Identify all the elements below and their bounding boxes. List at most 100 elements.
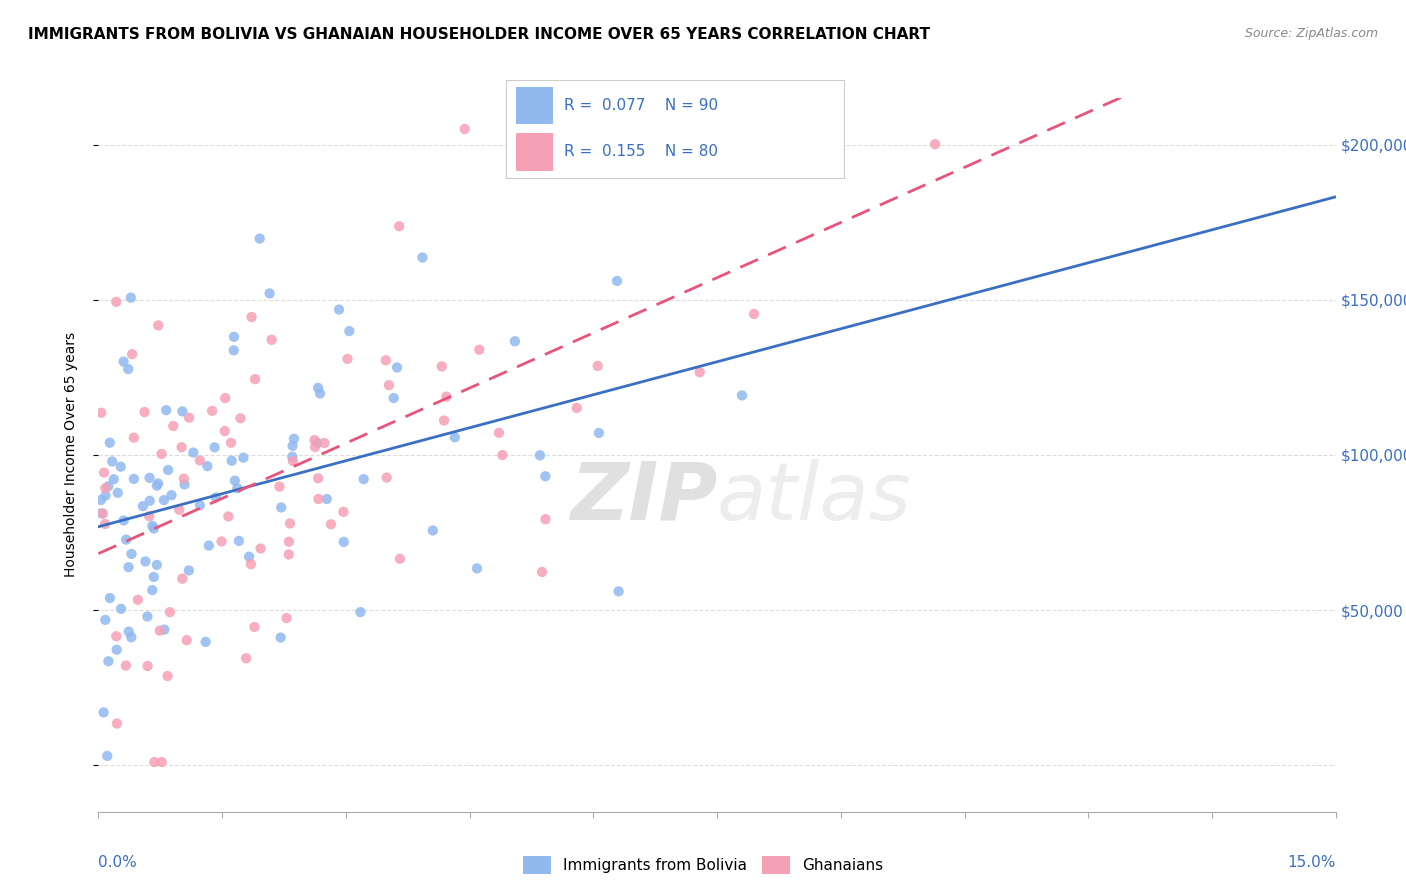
Point — [146, 476, 169, 491]
Text: R =  0.077    N = 90: R = 0.077 N = 90 — [564, 98, 717, 113]
Point — [204, 440, 226, 454]
Point — [606, 274, 628, 288]
Point — [103, 472, 125, 486]
Point — [332, 535, 354, 549]
Point — [349, 605, 371, 619]
Point — [270, 631, 292, 645]
Point — [141, 518, 163, 533]
Point — [176, 633, 198, 648]
Point — [93, 466, 115, 480]
Point — [588, 425, 610, 440]
Point — [240, 310, 263, 324]
Point — [465, 561, 488, 575]
Point — [142, 521, 165, 535]
Point — [114, 658, 136, 673]
Point — [337, 324, 360, 338]
Point — [156, 669, 179, 683]
Point — [134, 554, 156, 568]
Point — [198, 539, 221, 553]
Point — [259, 286, 281, 301]
Point — [332, 505, 354, 519]
Y-axis label: Householder Income Over 65 years: Householder Income Over 65 years — [63, 333, 77, 577]
Point — [269, 480, 291, 494]
Point — [281, 454, 304, 468]
Point — [138, 471, 160, 485]
Point — [491, 448, 513, 462]
Point — [90, 493, 112, 508]
Point — [148, 318, 170, 333]
Point — [232, 450, 254, 465]
Point — [731, 388, 754, 402]
Point — [221, 453, 243, 467]
Point — [115, 533, 138, 547]
Point — [134, 405, 156, 419]
Point — [219, 435, 242, 450]
Point — [214, 391, 236, 405]
Point — [94, 481, 117, 495]
Point — [243, 620, 266, 634]
Point — [150, 447, 173, 461]
Point — [534, 512, 557, 526]
Point — [270, 500, 292, 515]
Point — [307, 471, 329, 485]
Point — [110, 602, 132, 616]
Point — [607, 584, 630, 599]
Point — [197, 459, 219, 474]
Text: atlas: atlas — [717, 458, 912, 537]
Point — [277, 548, 299, 562]
Point — [382, 391, 405, 405]
Point — [136, 659, 159, 673]
Point — [468, 343, 491, 357]
Point — [122, 472, 145, 486]
Point — [97, 654, 120, 668]
Point — [160, 488, 183, 502]
Point — [229, 411, 252, 425]
Point — [117, 560, 139, 574]
Point — [146, 558, 169, 572]
Point — [374, 353, 396, 368]
Point — [434, 390, 457, 404]
Point — [243, 372, 266, 386]
Text: R =  0.155    N = 80: R = 0.155 N = 80 — [564, 145, 717, 160]
Point — [121, 347, 143, 361]
Point — [201, 404, 224, 418]
Point — [235, 651, 257, 665]
Point — [132, 499, 155, 513]
Point — [742, 307, 765, 321]
Point — [260, 333, 283, 347]
Point — [433, 413, 456, 427]
Point — [307, 491, 329, 506]
Point — [159, 605, 181, 619]
Point — [138, 493, 160, 508]
Point — [177, 410, 200, 425]
Point — [378, 378, 401, 392]
Point — [105, 716, 128, 731]
Point — [172, 572, 194, 586]
Point — [110, 459, 132, 474]
Point — [141, 583, 163, 598]
Point — [304, 440, 326, 454]
Point — [309, 386, 332, 401]
Point — [112, 514, 135, 528]
Point — [143, 755, 166, 769]
Point — [281, 439, 304, 453]
Point — [107, 485, 129, 500]
Point — [105, 642, 128, 657]
Point — [173, 472, 195, 486]
Point — [411, 251, 433, 265]
Point — [153, 623, 176, 637]
Text: 0.0%: 0.0% — [98, 855, 138, 870]
Point — [121, 547, 143, 561]
Point — [136, 609, 159, 624]
Point — [167, 502, 190, 516]
Point — [277, 534, 299, 549]
Text: IMMIGRANTS FROM BOLIVIA VS GHANAIAN HOUSEHOLDER INCOME OVER 65 YEARS CORRELATION: IMMIGRANTS FROM BOLIVIA VS GHANAIAN HOUS… — [28, 27, 931, 42]
Point — [375, 470, 398, 484]
Point — [565, 401, 588, 415]
Point — [94, 516, 117, 531]
Point — [96, 748, 118, 763]
Point — [443, 430, 465, 444]
Point — [304, 433, 326, 447]
Point — [93, 706, 115, 720]
Point — [281, 450, 304, 464]
